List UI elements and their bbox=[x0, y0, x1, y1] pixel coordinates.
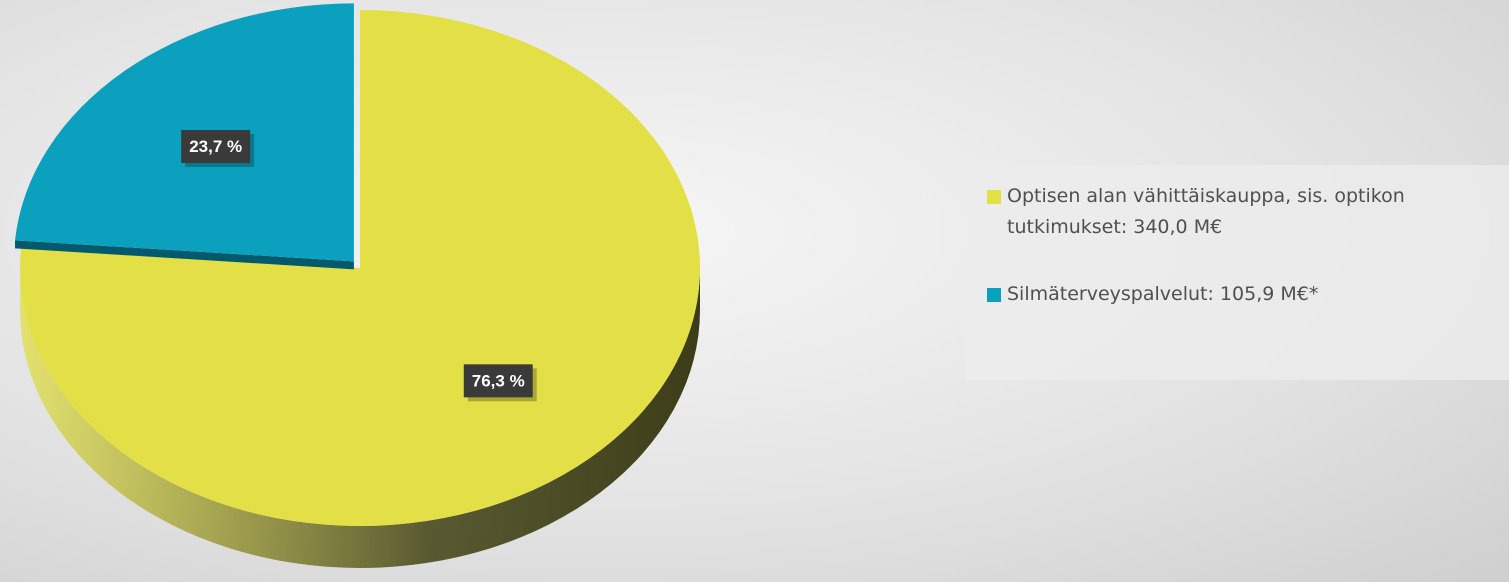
legend-swatch bbox=[987, 288, 1001, 302]
legend-item: Optisen alan vähittäiskauppa, sis. optik… bbox=[987, 181, 1507, 243]
pie-side bbox=[20, 268, 700, 568]
data-label: 76,3 % bbox=[463, 364, 537, 402]
data-label-text: 76,3 % bbox=[472, 371, 525, 390]
data-label-box bbox=[181, 130, 251, 164]
legend-item: Silmäterveyspalvelut: 105,9 M€* bbox=[987, 279, 1507, 310]
pie-cut bbox=[15, 240, 354, 270]
legend-label: Optisen alan vähittäiskauppa, sis. optik… bbox=[1007, 185, 1405, 238]
data-label-box bbox=[463, 364, 533, 398]
legend-swatch bbox=[987, 190, 1001, 204]
legend: Optisen alan vähittäiskauppa, sis. optik… bbox=[965, 165, 1509, 380]
data-label: 23,7 % bbox=[181, 130, 255, 168]
legend-label: Silmäterveyspalvelut: 105,9 M€* bbox=[1007, 283, 1319, 305]
data-label-text: 23,7 % bbox=[189, 137, 242, 156]
